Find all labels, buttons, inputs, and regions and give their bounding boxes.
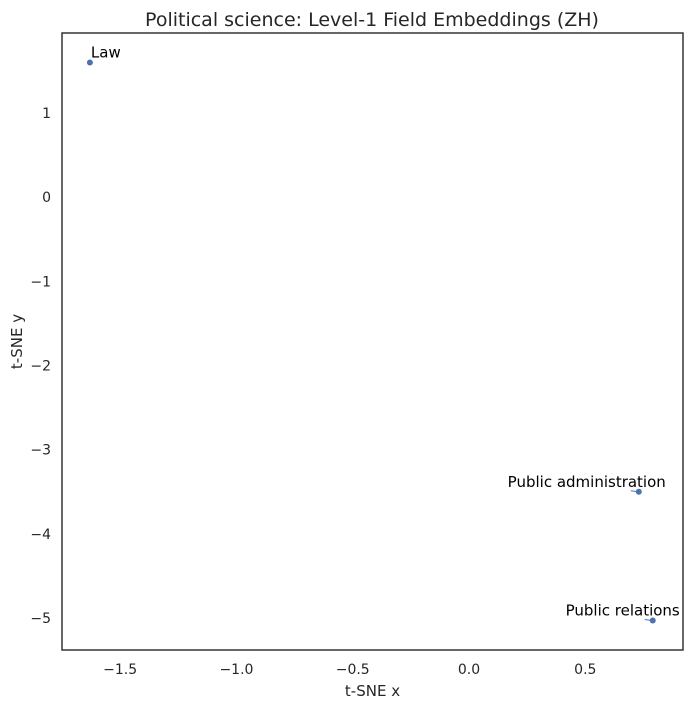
point-label: Law: [91, 43, 121, 61]
y-axis-label: t-SNE y: [8, 314, 26, 369]
x-tick-label: −1.0: [219, 662, 253, 678]
x-tick-label: 0.5: [574, 662, 596, 678]
y-tick-label: 0: [42, 190, 51, 206]
y-tick-label: −1: [30, 274, 51, 290]
y-tick-label: −4: [30, 527, 51, 543]
y-tick-label: −2: [30, 358, 51, 374]
x-tick-label: −1.5: [103, 662, 137, 678]
y-tick-label: −3: [30, 443, 51, 459]
data-point: [635, 488, 642, 495]
plot-frame: [61, 32, 684, 651]
x-tick-label: −0.5: [336, 662, 370, 678]
chart-title: Political science: Level-1 Field Embeddi…: [145, 9, 599, 31]
label-leader-line: [630, 490, 638, 493]
y-tick-label: 1: [42, 106, 51, 122]
x-axis-label: t-SNE x: [345, 682, 400, 700]
plot-area: Law Public administration Public relations: [86, 43, 680, 624]
point-label: Public administration: [508, 473, 666, 491]
point-label: Public relations: [566, 602, 680, 620]
x-tick-label: 0.0: [458, 662, 480, 678]
data-point: [86, 59, 93, 66]
data-point: [649, 617, 656, 624]
y-tick-label: −5: [30, 611, 51, 627]
label-leader-line: [644, 619, 652, 622]
